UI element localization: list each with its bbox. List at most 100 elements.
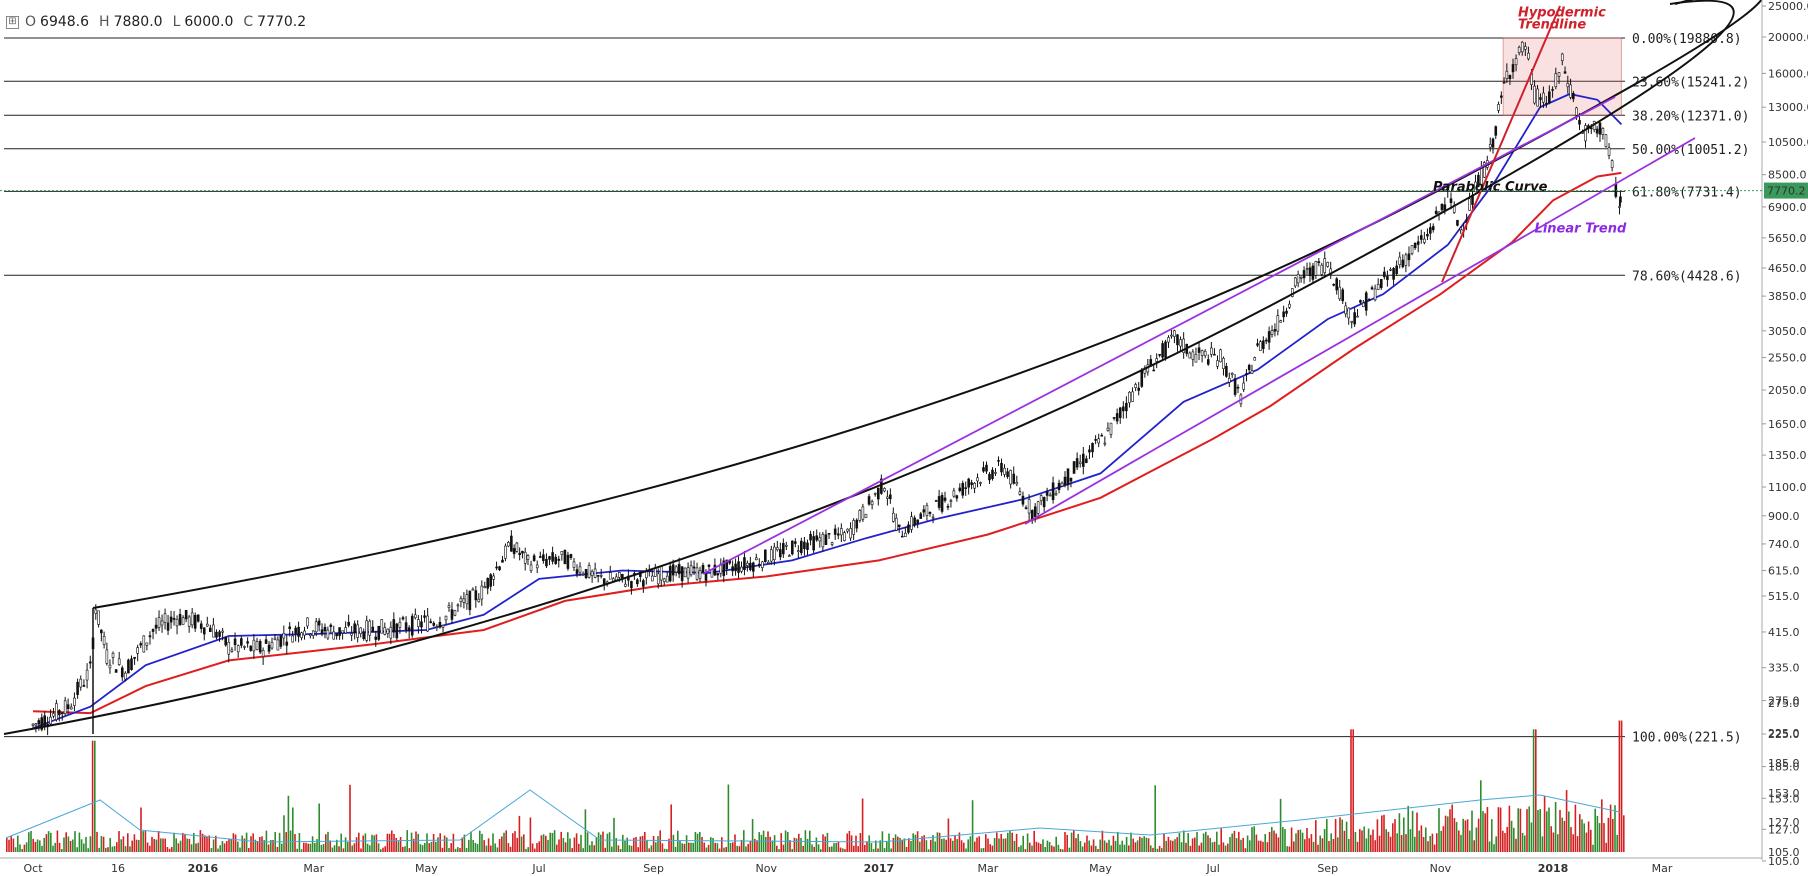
volume-bar bbox=[1106, 842, 1108, 852]
candle-body bbox=[1429, 227, 1432, 234]
volume-bar bbox=[1480, 780, 1482, 852]
volume-bar bbox=[355, 837, 358, 852]
volume-bar bbox=[534, 848, 536, 852]
volume-bar bbox=[399, 837, 402, 852]
volume-bar bbox=[67, 836, 70, 852]
volume-bar bbox=[364, 833, 367, 852]
volume-bar bbox=[1605, 842, 1607, 852]
candle-body bbox=[117, 658, 121, 665]
candle-body bbox=[1233, 378, 1237, 395]
candle-body bbox=[1619, 196, 1622, 203]
candle-body bbox=[758, 563, 761, 567]
volume-bar bbox=[1409, 829, 1412, 852]
volume-bar bbox=[980, 848, 983, 852]
candle-body bbox=[212, 624, 215, 638]
volume-bar bbox=[1460, 834, 1462, 852]
volume-bar bbox=[512, 833, 514, 852]
candle-body bbox=[108, 664, 112, 669]
candle-body bbox=[1122, 406, 1125, 412]
volume-bar bbox=[1220, 828, 1222, 852]
price-tick-label: 1650.0 bbox=[1768, 418, 1807, 431]
candle-body bbox=[590, 571, 594, 576]
candle-body bbox=[111, 652, 115, 658]
volume-bar bbox=[1055, 836, 1057, 852]
volume-bar bbox=[688, 842, 690, 852]
volume-bar bbox=[1191, 838, 1194, 852]
candle-body bbox=[964, 487, 968, 489]
volume-bar bbox=[1339, 817, 1341, 852]
candle-body bbox=[1288, 303, 1291, 308]
candle-body bbox=[532, 555, 536, 561]
collapse-icon[interactable]: ⊞ bbox=[6, 15, 19, 29]
candle-body bbox=[1264, 339, 1268, 342]
volume-bar bbox=[910, 840, 912, 852]
volume-bar bbox=[45, 834, 48, 852]
candle-body bbox=[870, 501, 874, 506]
volume-tick-label: 275.0 bbox=[1768, 697, 1800, 710]
volume-bar bbox=[215, 835, 217, 852]
volume-bar bbox=[1576, 836, 1579, 852]
volume-tick-label: 127.0 bbox=[1768, 816, 1800, 829]
volume-bar bbox=[250, 836, 252, 852]
volume-bar bbox=[1378, 835, 1381, 852]
close-key: C bbox=[243, 14, 254, 30]
volume-bar bbox=[1260, 840, 1262, 852]
candle-body bbox=[1078, 461, 1082, 464]
volume-bar bbox=[329, 840, 331, 852]
candle-body bbox=[1060, 482, 1064, 487]
volume-bar bbox=[989, 844, 991, 852]
candle-body bbox=[1539, 97, 1542, 100]
volume-bar bbox=[12, 838, 15, 852]
volume-bar bbox=[1128, 845, 1130, 852]
candle-body bbox=[1536, 88, 1539, 107]
volume-bar bbox=[1242, 837, 1244, 852]
volume-bar bbox=[146, 842, 149, 852]
volume-bar bbox=[1537, 810, 1539, 852]
candle-body bbox=[761, 561, 764, 568]
candle-body bbox=[489, 574, 492, 587]
volume-bar bbox=[725, 846, 727, 852]
volume-bar bbox=[1101, 830, 1104, 852]
candle-body bbox=[1317, 261, 1321, 263]
volume-bar bbox=[1020, 845, 1022, 852]
volume-bar bbox=[287, 795, 290, 852]
time-axis[interactable]: Oct 16 2016 Mar May Jul Sep Nov 2017 Mar May Jul Sep… bbox=[0, 857, 1762, 875]
candle-body bbox=[988, 473, 991, 481]
candle-body bbox=[264, 639, 268, 644]
volume-bar bbox=[716, 843, 719, 852]
candle-body bbox=[1341, 289, 1345, 302]
volume-bar bbox=[732, 842, 734, 852]
volume-bar bbox=[1486, 807, 1489, 852]
volume-bar bbox=[1304, 839, 1306, 852]
candles-layer bbox=[31, 41, 1622, 736]
close-value: 7770.2 bbox=[257, 14, 307, 30]
candle-body bbox=[196, 614, 200, 622]
volume-bar bbox=[864, 844, 866, 852]
linear-trend-lower bbox=[1024, 137, 1696, 525]
volume-bar bbox=[679, 841, 681, 852]
volume-bar bbox=[388, 833, 391, 852]
volume-bar bbox=[846, 833, 848, 852]
volume-bar bbox=[971, 800, 974, 852]
volume-bar bbox=[1161, 848, 1163, 852]
volume-bar bbox=[382, 847, 384, 852]
volume-bar bbox=[1007, 832, 1009, 852]
volume-bar bbox=[118, 831, 120, 852]
fib-level-label: 100.00%(221.5) bbox=[1632, 731, 1742, 746]
volume-bar bbox=[978, 836, 980, 852]
volume-bar bbox=[932, 835, 934, 852]
candle-body bbox=[575, 569, 579, 575]
volume-bar bbox=[217, 848, 219, 852]
volume-bar bbox=[120, 839, 122, 852]
volume-bar bbox=[657, 836, 659, 852]
volume-bar bbox=[1189, 845, 1192, 852]
chart-annotation: Hypodermic bbox=[1518, 5, 1606, 20]
volume-bar bbox=[527, 847, 529, 852]
volume-bar bbox=[987, 838, 989, 852]
candle-body bbox=[410, 615, 414, 636]
candle-body bbox=[1398, 256, 1402, 265]
candle-body bbox=[76, 681, 79, 695]
candle-body bbox=[731, 566, 734, 572]
